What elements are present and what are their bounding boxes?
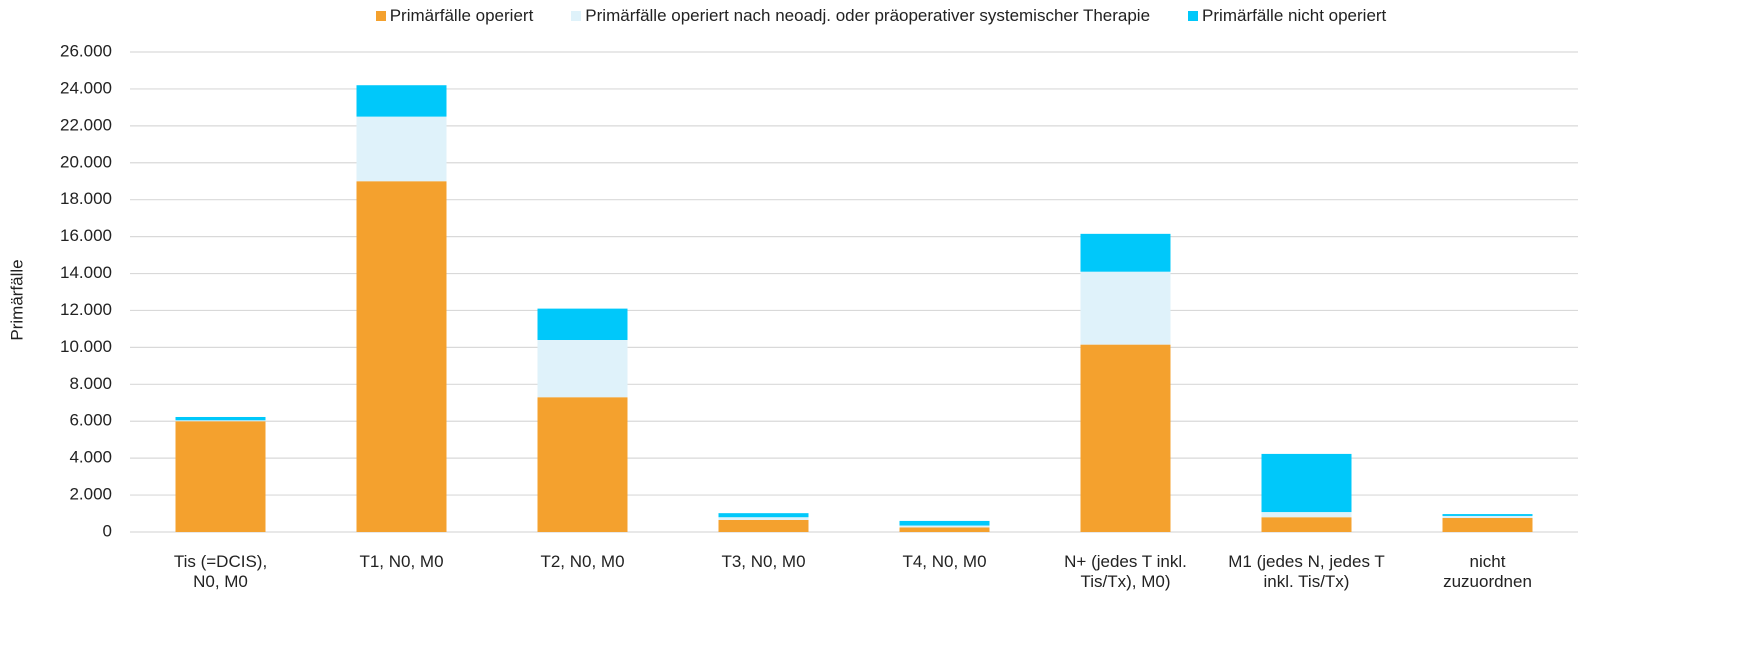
legend: Primärfälle operiert Primärfälle operiert… bbox=[0, 6, 1762, 26]
bar-segment bbox=[537, 340, 628, 398]
x-tick-label: nicht zuzuordnen bbox=[1443, 552, 1532, 591]
x-tick-label: M1 (jedes N, jedes T inkl. Tis/Tx) bbox=[1228, 552, 1385, 591]
bar-segment bbox=[899, 525, 990, 528]
y-tick-label: 8.000 bbox=[69, 374, 112, 393]
bar-segment bbox=[1442, 514, 1533, 516]
bar-segment bbox=[175, 420, 266, 422]
bar-segment bbox=[175, 421, 266, 532]
bar-segment bbox=[718, 513, 809, 518]
y-tick-label: 10.000 bbox=[60, 337, 112, 356]
y-tick-label: 12.000 bbox=[60, 300, 112, 319]
bar-segment bbox=[1442, 515, 1533, 518]
legend-label: Primärfälle nicht operiert bbox=[1202, 6, 1387, 25]
x-tick-label: N+ (jedes T inkl. Tis/Tx), M0) bbox=[1064, 552, 1187, 591]
y-tick-label: 0 bbox=[103, 521, 112, 540]
legend-label: Primärfälle operiert nach neoadj. oder p… bbox=[585, 6, 1151, 25]
y-tick-label: 2.000 bbox=[69, 485, 112, 504]
legend-swatch bbox=[571, 11, 582, 21]
bar-segment bbox=[356, 181, 447, 532]
bar-segment bbox=[537, 397, 628, 532]
bar-segment bbox=[1442, 517, 1533, 532]
x-tick-label: T2, N0, M0 bbox=[540, 552, 625, 571]
bar-segment bbox=[356, 116, 447, 182]
x-tick-label: T1, N0, M0 bbox=[359, 552, 444, 571]
y-tick-label: 4.000 bbox=[69, 448, 112, 467]
legend-swatch bbox=[1188, 11, 1199, 21]
bar-segment bbox=[1261, 453, 1352, 513]
x-tick-label: T3, N0, M0 bbox=[721, 552, 806, 571]
bar-segment bbox=[356, 85, 447, 117]
y-axis-label: Primärfälle bbox=[7, 259, 26, 340]
y-tick-label: 24.000 bbox=[60, 78, 112, 97]
y-tick-label: 16.000 bbox=[60, 226, 112, 245]
legend-swatch bbox=[375, 11, 386, 21]
y-tick-label: 6.000 bbox=[69, 411, 112, 430]
bar-segment bbox=[175, 416, 266, 421]
bar-segment bbox=[718, 517, 809, 520]
x-tick-label: Tis (=DCIS), N0, M0 bbox=[173, 552, 268, 591]
bar-segment bbox=[718, 520, 809, 532]
x-tick-label: T4, N0, M0 bbox=[902, 552, 987, 571]
legend-item: Primärfälle nicht operiert bbox=[1188, 6, 1386, 26]
y-tick-label: 22.000 bbox=[60, 115, 112, 134]
bar-segment bbox=[1261, 512, 1352, 518]
legend-item: Primärfälle operiert bbox=[375, 6, 534, 26]
legend-item: Primärfälle operiert nach neoadj. oder p… bbox=[571, 6, 1150, 26]
y-tick-label: 18.000 bbox=[60, 189, 112, 208]
bar-segment bbox=[899, 527, 990, 532]
y-tick-label: 20.000 bbox=[60, 152, 112, 171]
bar-segment bbox=[537, 308, 628, 340]
bar-segment bbox=[1261, 517, 1352, 532]
bar-segment bbox=[899, 520, 990, 526]
legend-label: Primärfälle operiert bbox=[389, 6, 534, 25]
y-tick-label: 14.000 bbox=[60, 263, 112, 282]
bar-segment bbox=[1080, 233, 1171, 272]
bar-segment bbox=[1080, 271, 1171, 345]
bar-segment bbox=[1080, 344, 1171, 532]
y-tick-label: 26.000 bbox=[60, 41, 112, 60]
